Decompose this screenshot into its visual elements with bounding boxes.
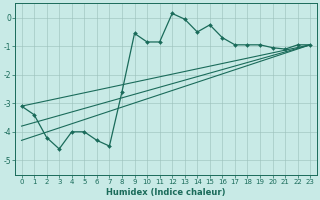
X-axis label: Humidex (Indice chaleur): Humidex (Indice chaleur) bbox=[106, 188, 226, 197]
